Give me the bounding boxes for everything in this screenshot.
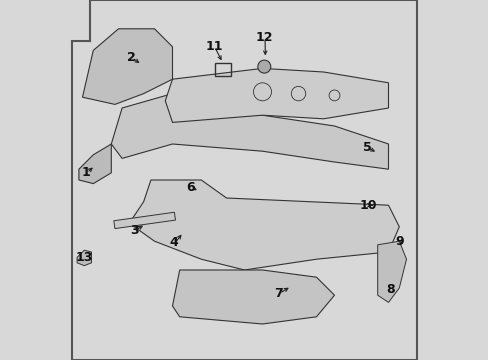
Polygon shape xyxy=(79,144,111,184)
Polygon shape xyxy=(77,250,91,266)
Polygon shape xyxy=(377,241,406,302)
Text: 11: 11 xyxy=(205,40,222,53)
Polygon shape xyxy=(172,270,334,324)
Bar xyxy=(215,63,231,76)
Circle shape xyxy=(257,60,270,73)
Text: 3: 3 xyxy=(130,224,139,237)
Polygon shape xyxy=(165,68,387,122)
Bar xyxy=(114,212,175,229)
Text: 10: 10 xyxy=(359,199,377,212)
Text: 12: 12 xyxy=(255,31,272,44)
Text: 2: 2 xyxy=(126,51,135,64)
Text: 13: 13 xyxy=(76,251,93,264)
Text: 6: 6 xyxy=(186,181,194,194)
Polygon shape xyxy=(82,29,172,104)
Text: 8: 8 xyxy=(385,283,394,296)
Text: 5: 5 xyxy=(362,141,370,154)
Text: 7: 7 xyxy=(274,287,283,300)
Text: 9: 9 xyxy=(394,235,403,248)
Text: 1: 1 xyxy=(81,166,90,179)
Polygon shape xyxy=(111,94,387,169)
Polygon shape xyxy=(129,180,399,270)
Text: 4: 4 xyxy=(169,237,178,249)
